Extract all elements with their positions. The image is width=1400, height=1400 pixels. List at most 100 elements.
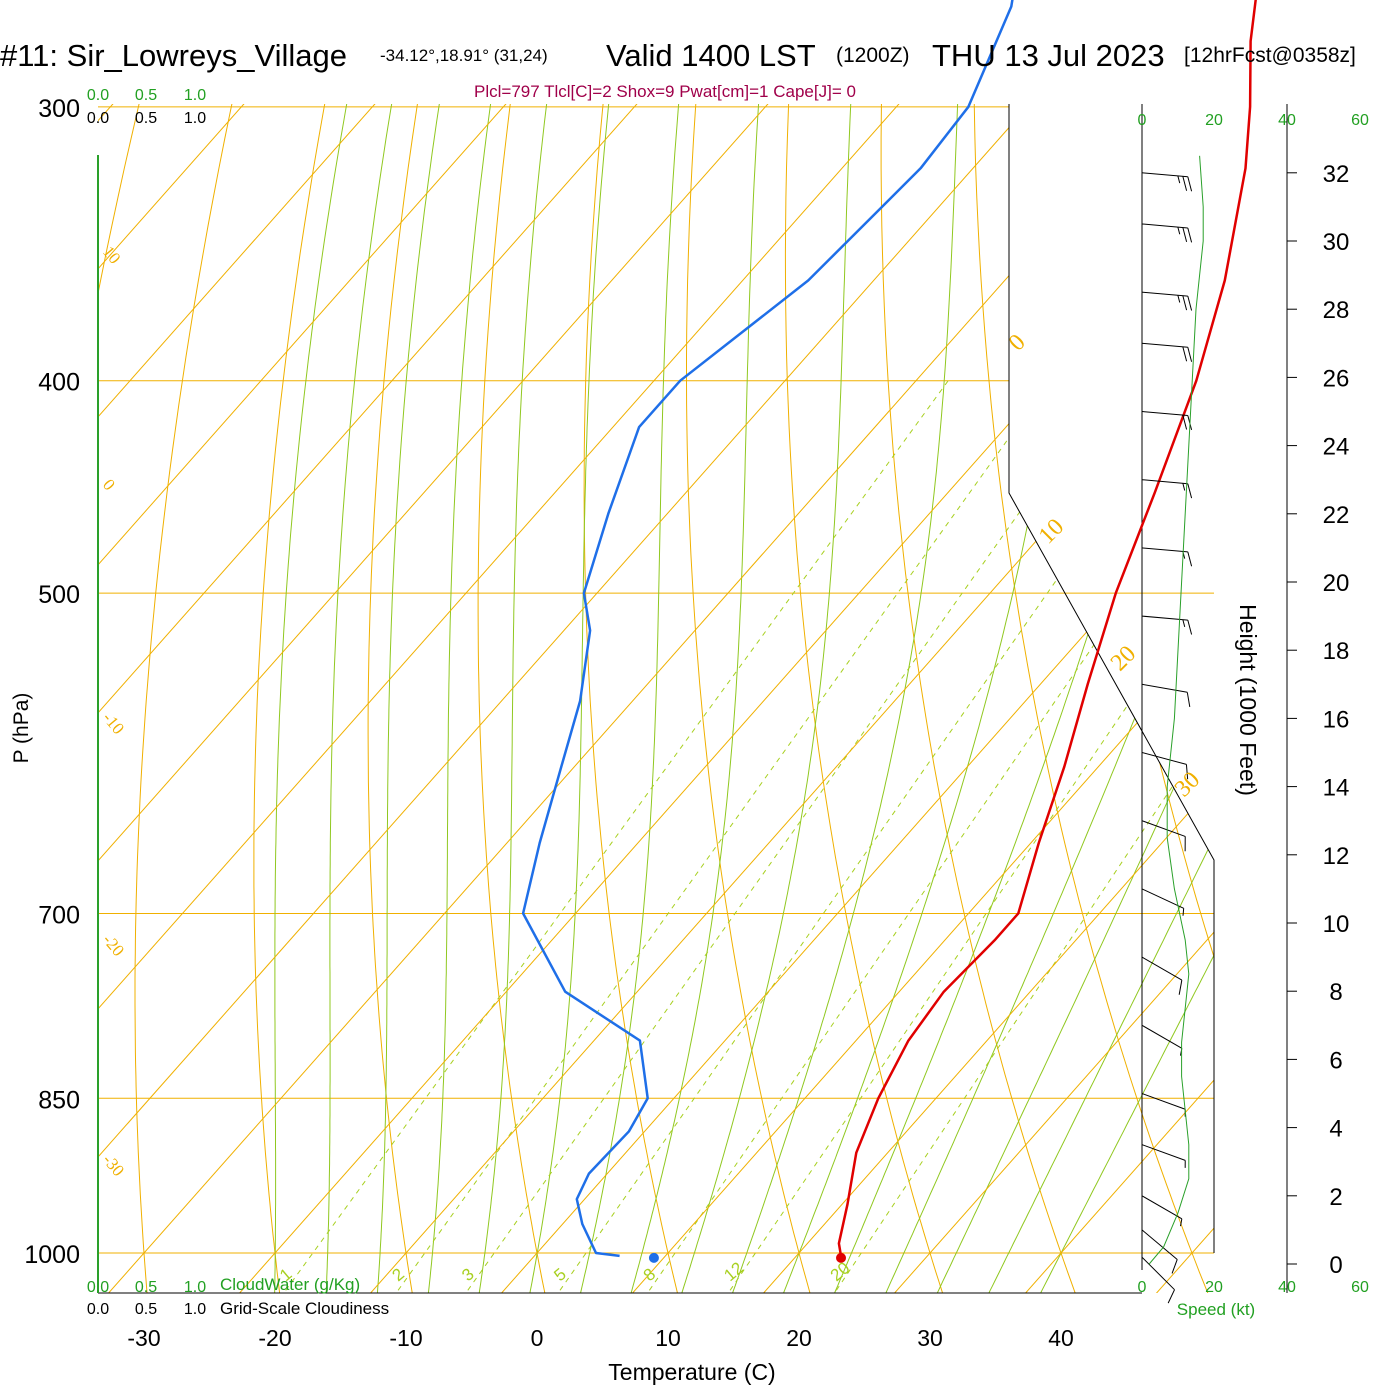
height-tick-label: 12 [1323,843,1350,870]
moist-adiabat-line [477,104,577,1293]
wind-barb [1141,888,1185,916]
wind-barb [1141,956,1183,995]
cloudiness-bottom-tick: 0.0 [87,1301,109,1318]
right-boundary [1008,104,1215,1253]
cloudiness-bottom-tick: 0.5 [135,1301,157,1318]
height-tick-label: 8 [1329,979,1342,1006]
moist-adiabat-line [528,104,636,1293]
wind-barb-shaft [1141,752,1187,765]
isotherm-line [102,104,1214,1293]
isotherm-line [1150,104,1214,1293]
wind-barb-shaft [1141,547,1188,553]
moist-adiabat-line [578,104,702,1293]
isotherm-line [888,104,1214,1293]
height-axis-title: Height (1000 Feet) [1235,604,1261,796]
moist-adiabat-line [882,104,1214,1293]
pressure-tick-label: 850 [38,1086,80,1114]
speed-bottom-tick: 40 [1278,1279,1296,1296]
wind-barb-half-feather [1182,908,1185,916]
isotherm-line [98,104,168,1293]
dry-adiabats [98,104,1214,1293]
cloudwater-bottom-tick: 1.0 [184,1279,206,1296]
wind-barb-feather [1182,346,1188,362]
y-axis-title: P (hPa) [10,693,33,764]
wind-barb-feather [1186,692,1191,708]
isotherm-line [98,104,1214,1293]
moist-adiabat-line [679,104,865,1293]
wind-barb-shaft [1141,291,1188,297]
wind-barb-half-feather [1177,175,1181,184]
cloudwater-bottom-tick: 0.0 [87,1279,109,1296]
temperature-tick-label: 20 [786,1325,812,1351]
speed-label: Speed (kt) [1177,1300,1255,1319]
wind-barb-shaft [1141,223,1188,229]
speed-bottom-tick: 20 [1205,1279,1223,1296]
moist-adiabat-line [427,104,525,1293]
height-tick-label: 4 [1329,1116,1342,1143]
dry-adiabat-line [367,104,455,1293]
wind-barb [1141,1229,1178,1274]
wind-barb-feather [1187,483,1193,499]
mixing-ratio-lines [285,380,1214,1291]
wind-barb-shaft [1141,1256,1175,1291]
wind-barb-feather [1187,176,1193,192]
dewpoint-line [521,0,1014,1258]
wind-barb [1141,615,1193,635]
wind-barb-feather [1182,295,1188,311]
cloudwater-bottom-tick: 0.5 [135,1279,157,1296]
moist-adiabat-label: 0 [1004,329,1031,356]
moist-adiabat-label: 10 [1034,514,1069,549]
wind-barb [1141,1144,1186,1168]
mixing-ratio-line [397,380,1051,1291]
mixing-ratio-label: 5 [550,1264,569,1285]
moist-adiabat-line [1036,104,1214,1293]
height-tick-label: 28 [1323,297,1350,324]
cloudwater-top-tick: 0.5 [135,87,157,104]
cloudwater-top-tick: 0.0 [87,87,109,104]
isotherm-line [0,0,36,1299]
speed-bottom-tick: 60 [1351,1279,1369,1296]
isotherm-line [98,104,561,1293]
wind-barb [1141,342,1193,362]
wind-barb [1141,683,1191,708]
wind-barb-shaft [1141,342,1188,348]
wind-barb-feather [1178,980,1183,995]
temperature-tick-label: 40 [1048,1325,1074,1351]
mixing-ratio-label: 3 [458,1264,477,1285]
wind-barb [1141,820,1186,852]
moist-adiabat-line [376,104,477,1293]
wind-barb-feather [1171,1259,1178,1274]
temperature-tick-label: 30 [917,1325,943,1351]
wind-barb [1141,1195,1183,1227]
forecast-date: THU 13 Jul 2023 [932,38,1165,73]
station-coords: -34.12°,18.91° (31,24) [380,46,548,65]
isotherm-line [98,104,823,1293]
wind-speed-profile [1148,155,1204,1265]
temperature-tick-label: -30 [127,1325,160,1351]
height-tick-label: 14 [1323,775,1350,802]
wind-barb-half-feather [1182,619,1186,627]
mixing-ratio-line [285,380,949,1291]
isotherm-line [98,104,692,1293]
wind-barb-feather [1187,296,1193,311]
moist-adiabat-line [325,104,432,1293]
dry-adiabat-line [973,104,1211,1293]
station-title: #11: Sir_Lowreys_Village [0,38,347,73]
wind-barb [1141,223,1193,243]
mixing-ratio-line [467,380,1114,1291]
wind-barb-shaft [1141,411,1188,417]
height-tick-label: 16 [1323,706,1350,733]
temperature-tick-label: 0 [531,1325,544,1351]
wind-barb-feather [1182,414,1188,430]
wind-barb-shaft [1141,1144,1186,1161]
dry-adiabat-line [134,104,281,1293]
wind-barb-half-feather [1182,483,1186,491]
cloudiness-label: Grid-Scale Cloudiness [220,1299,389,1318]
isotherm-line [233,104,1214,1293]
temperature-tick-label: -20 [258,1325,291,1351]
dry-adiabat-line [880,104,1078,1293]
wind-barb [1141,291,1193,311]
isobar-lines [98,106,1214,1254]
